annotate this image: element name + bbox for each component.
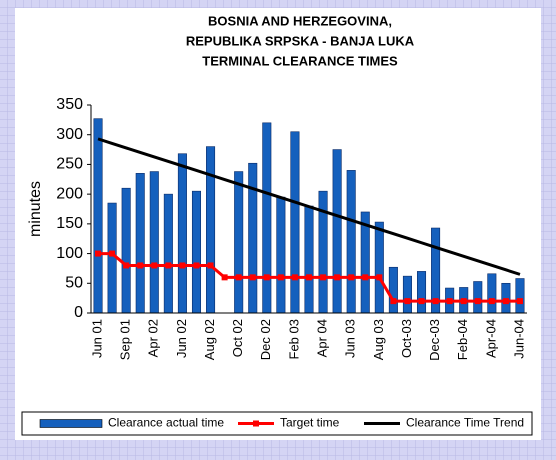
x-tick-label: Sep 01	[118, 319, 133, 360]
bar	[234, 171, 244, 314]
legend-marker	[253, 420, 259, 427]
line-marker	[151, 262, 158, 269]
bar	[290, 131, 300, 314]
x-tick-label: Apr-04	[483, 319, 498, 358]
y-tick-label: 350	[56, 96, 83, 113]
trend-line	[97, 137, 521, 276]
y-axis-label: minutes	[27, 181, 44, 237]
x-tick-label: Jun 02	[174, 319, 189, 358]
bar	[149, 171, 159, 314]
line-marker	[446, 298, 453, 305]
line-marker	[291, 274, 298, 281]
bar	[388, 266, 398, 314]
chart-title: REPUBLIKA SRPSKA - BANJA LUKA	[186, 33, 415, 48]
line-marker	[362, 274, 369, 281]
line-marker	[348, 274, 355, 281]
x-tick-label: Dec-03	[427, 319, 442, 361]
y-tick-label: 100	[56, 245, 83, 262]
line-marker	[334, 274, 341, 281]
bar	[93, 118, 103, 314]
x-tick-label: Dec 02	[258, 319, 273, 360]
line-marker	[137, 262, 144, 269]
line-marker	[320, 274, 327, 281]
x-tick-label: Oct-03	[399, 319, 414, 358]
line-marker	[376, 274, 383, 281]
y-tick-label: 150	[56, 215, 83, 232]
bar	[121, 187, 131, 314]
bar	[487, 273, 497, 314]
y-tick-label: 0	[74, 304, 83, 321]
line-marker	[488, 298, 495, 305]
x-tick-label: Feb-04	[455, 319, 470, 360]
line-marker	[404, 298, 411, 305]
line-marker	[193, 262, 200, 269]
legend-label: Clearance actual time	[108, 416, 224, 430]
line-marker	[207, 262, 214, 269]
line-marker	[277, 274, 284, 281]
x-tick-label: Apr 02	[146, 319, 161, 357]
x-tick-label: Jun-04	[511, 319, 526, 359]
bar	[177, 153, 187, 314]
bar	[248, 162, 258, 314]
legend-label: Clearance Time Trend	[406, 416, 524, 430]
y-tick-label: 200	[56, 185, 83, 202]
bar	[135, 173, 145, 314]
y-tick-label: 50	[65, 275, 83, 292]
x-tick-label: Jun 03	[343, 319, 358, 358]
bar	[374, 221, 384, 314]
legend-swatch	[39, 419, 103, 428]
bar	[346, 170, 356, 314]
bar	[191, 190, 202, 314]
line-marker	[123, 262, 130, 269]
bar	[473, 281, 483, 314]
legend	[21, 411, 533, 436]
line-marker	[235, 274, 242, 281]
legend-label: Target time	[280, 416, 340, 430]
bar	[262, 122, 272, 314]
y-tick-label: 250	[56, 156, 83, 173]
bar	[304, 205, 314, 314]
line-marker	[390, 298, 397, 305]
line-marker	[263, 274, 270, 281]
bar	[276, 196, 286, 314]
x-tick-label: Jun 01	[89, 319, 104, 358]
line-marker	[474, 298, 481, 305]
y-tick-label: 300	[56, 126, 83, 143]
bar	[402, 275, 412, 314]
bar	[332, 149, 342, 314]
line-marker	[179, 262, 186, 269]
line-marker	[109, 250, 116, 257]
x-tick-label: Feb 03	[286, 319, 301, 359]
x-tick-label: Oct 02	[230, 319, 245, 357]
x-tick-label: Aug 02	[202, 319, 217, 360]
bar	[416, 271, 427, 314]
line-marker	[432, 298, 439, 305]
line-marker	[95, 250, 102, 257]
x-tick-label: Apr 04	[315, 319, 330, 357]
chart-title: BOSNIA AND HERZEGOVINA,	[208, 13, 392, 28]
x-tick-label: Aug 03	[371, 319, 386, 360]
bar	[206, 146, 216, 314]
line-marker	[460, 298, 467, 305]
chart-title: TERMINAL CLEARANCE TIMES	[202, 53, 398, 68]
line-marker	[249, 274, 256, 281]
line-marker	[502, 298, 509, 305]
bar	[515, 278, 525, 314]
line-marker	[165, 262, 172, 269]
line-marker	[306, 274, 312, 281]
line-marker	[418, 298, 425, 305]
bar	[163, 193, 173, 314]
line-marker	[221, 274, 228, 281]
line-marker	[516, 298, 523, 305]
